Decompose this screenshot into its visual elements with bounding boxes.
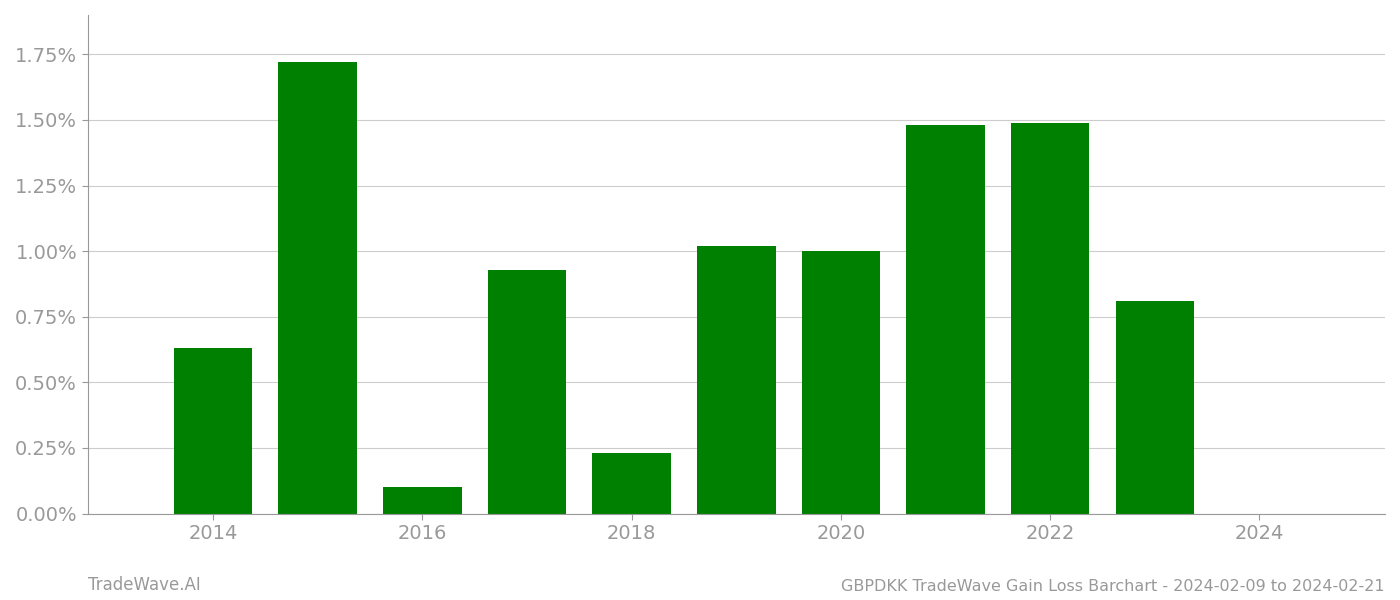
- Bar: [279, 62, 357, 514]
- Bar: [697, 246, 776, 514]
- Bar: [487, 269, 566, 514]
- Bar: [1116, 301, 1194, 514]
- Text: TradeWave.AI: TradeWave.AI: [88, 576, 200, 594]
- Bar: [802, 251, 881, 514]
- Text: GBPDKK TradeWave Gain Loss Barchart - 2024-02-09 to 2024-02-21: GBPDKK TradeWave Gain Loss Barchart - 20…: [841, 579, 1385, 594]
- Bar: [1011, 122, 1089, 514]
- Bar: [174, 348, 252, 514]
- Bar: [592, 453, 671, 514]
- Bar: [906, 125, 984, 514]
- Bar: [384, 487, 462, 514]
